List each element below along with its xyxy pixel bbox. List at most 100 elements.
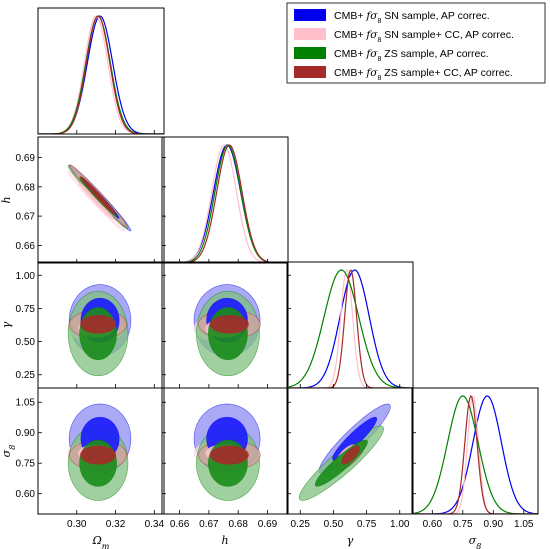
legend-swatch-2: [294, 47, 326, 59]
x-axis-label-g: γ: [347, 534, 354, 547]
x-tick-h-2: 0.68: [228, 510, 248, 530]
panel-om-om: [37, 7, 165, 135]
y-tick-s8-2: 0.90: [16, 428, 42, 439]
panel-frame: [37, 7, 165, 135]
y-tick-h-0: 0.66: [16, 241, 42, 252]
x-tick-label: 0.75: [357, 519, 377, 530]
x-axis-label-om: Ωm: [92, 534, 110, 549]
x-axis-label-s8: σ8: [469, 534, 482, 549]
panel-frame: [161, 387, 289, 515]
x-tick-label: 0.69: [258, 519, 278, 530]
marginal-line-s8-series-0: [412, 395, 538, 514]
y-tick-g-0: 0.25: [16, 370, 42, 381]
x-tick-h-3: 0.69: [258, 510, 278, 530]
legend-frame: [286, 2, 546, 84]
x-tick-s8-0: 0.60: [423, 510, 443, 530]
panel-h-s8: 0.66 0.67 0.68 0.69 h: [161, 387, 289, 547]
x-tick-label: 0.50: [324, 519, 344, 530]
y-tick-g-2: 0.75: [16, 304, 42, 315]
x-tick-label: 0.60: [423, 519, 443, 530]
marginal-line-h-series-2: [162, 144, 288, 263]
y-tick-g-3: 1.00: [16, 271, 42, 282]
y-tick-h-1: 0.67: [16, 212, 42, 223]
y-tick-label: 0.50: [16, 337, 36, 348]
legend-label-0: CMB+ fσ8 SN sample, AP correc.: [334, 10, 490, 25]
x-tick-om-1: 0.32: [106, 510, 126, 530]
y-tick-label: 0.90: [16, 428, 36, 439]
legend-label-3: CMB+ fσ8 ZS sample+ CC, AP correc.: [334, 67, 513, 82]
y-tick-h-2: 0.68: [16, 182, 42, 193]
panel-frame: [286, 261, 414, 389]
legend-swatch-1: [294, 28, 326, 40]
legend-label-2: CMB+ fσ8 ZS sample, AP correc.: [334, 48, 489, 63]
x-tick-label: 0.68: [228, 519, 248, 530]
x-tick-label: 0.25: [291, 519, 311, 530]
y-tick-label: 0.69: [16, 153, 36, 164]
panel-h-g: [161, 261, 289, 389]
contour-68-h-s8-series-3: [209, 445, 249, 465]
marginal-line-om-series-1: [38, 15, 164, 134]
legend-swatch-3: [294, 66, 326, 78]
x-tick-om-0: 0.30: [67, 510, 87, 530]
contour-68-g-s8-series-3: [341, 445, 361, 465]
x-tick-label: 1.05: [514, 519, 534, 530]
y-tick-s8-1: 0.75: [16, 459, 42, 470]
contour-68-om-s8-series-3: [80, 445, 117, 465]
marginal-line-g-series-2: [287, 269, 413, 388]
x-tick-h-1: 0.67: [199, 510, 219, 530]
y-tick-label: 0.67: [16, 212, 36, 223]
contour-68-om-g-series-3: [80, 314, 117, 334]
x-tick-om-2: 0.34: [145, 510, 165, 530]
x-tick-label: 0.66: [170, 519, 190, 530]
marginal-line-h-series-0: [162, 144, 288, 263]
y-tick-g-1: 0.50: [16, 337, 42, 348]
marginal-line-h-series-3: [162, 144, 288, 263]
y-tick-label: 1.00: [16, 271, 36, 282]
panel-g-g: [286, 261, 414, 389]
x-tick-s8-3: 1.05: [514, 510, 534, 530]
y-axis-label-s8: σ8: [0, 445, 17, 458]
y-tick-label: 0.75: [16, 459, 36, 470]
y-tick-label: 1.05: [16, 398, 36, 409]
panel-om-g: 0.25 0.50 0.75 1.00 γ: [0, 261, 165, 389]
legend: CMB+ fσ8 SN sample, AP correc. CMB+ fσ8 S…: [286, 2, 546, 84]
panel-g-s8: 0.25 0.50 0.75 1.00 γ: [286, 387, 414, 547]
contour-68-om-h-series-1: [78, 181, 115, 220]
x-tick-g-0: 0.25: [291, 510, 311, 530]
y-tick-label: 0.68: [16, 182, 36, 193]
legend-label-1: CMB+ fσ8 SN sample+ CC, AP correc.: [334, 29, 514, 44]
x-tick-s8-1: 0.75: [453, 510, 473, 530]
x-axis-label-h: h: [221, 534, 228, 547]
marginal-line-g-series-0: [287, 269, 413, 388]
marginal-line-s8-series-1: [412, 394, 538, 514]
marginal-line-s8-series-2: [412, 395, 538, 514]
y-tick-label: 0.25: [16, 370, 36, 381]
x-tick-label: 0.34: [145, 519, 165, 530]
panel-om-s8: 0.30 0.32 0.34 Ωm 0.60 0.75 0.90 1.05 σ8: [0, 387, 165, 549]
y-tick-label: 0.66: [16, 241, 36, 252]
y-tick-s8-3: 1.05: [16, 398, 42, 409]
x-tick-label: 0.90: [484, 519, 504, 530]
panel-om-h: 0.66 0.67 0.68 0.69 h: [0, 136, 165, 264]
panel-frame: [411, 387, 539, 515]
panel-frame: [161, 136, 289, 264]
panel-h-h: [161, 136, 289, 264]
y-tick-h-3: 0.69: [16, 153, 42, 164]
x-tick-g-2: 0.75: [357, 510, 377, 530]
marginal-line-om-series-3: [38, 15, 164, 134]
legend-swatch-0: [294, 9, 326, 21]
panel-s8-s8: 0.60 0.75 0.90 1.05 σ8: [411, 387, 539, 549]
x-tick-label: 1.00: [390, 519, 410, 530]
x-tick-label: 0.75: [453, 519, 473, 530]
marginal-line-s8-series-3: [412, 394, 538, 514]
x-tick-label: 0.32: [106, 519, 126, 530]
x-tick-g-1: 0.50: [324, 510, 344, 530]
x-tick-g-3: 1.00: [390, 510, 410, 530]
marginal-line-h-series-1: [162, 144, 288, 263]
marginal-line-om-series-2: [38, 15, 164, 134]
contour-68-om-h-series-3: [80, 176, 117, 216]
marginal-line-om-series-0: [38, 15, 164, 134]
x-tick-h-0: 0.66: [170, 510, 190, 530]
marginal-line-g-series-1: [287, 268, 413, 388]
